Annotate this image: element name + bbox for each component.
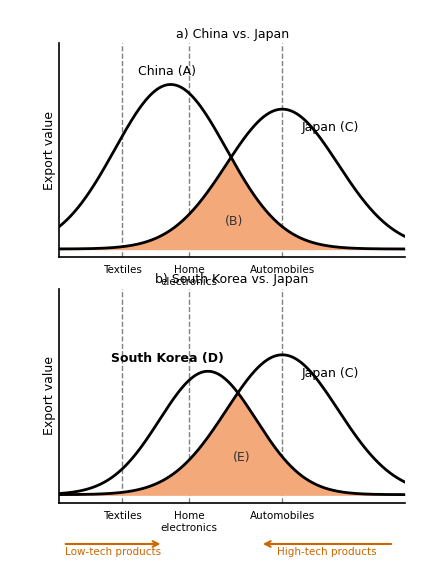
Text: Low-tech products: Low-tech products: [65, 302, 161, 312]
Title: a) China vs. Japan: a) China vs. Japan: [176, 28, 289, 41]
Text: Japan (C): Japan (C): [302, 367, 360, 380]
Text: Low-tech products: Low-tech products: [65, 547, 161, 557]
Text: Automobiles: Automobiles: [250, 265, 315, 276]
Title: b) South Korea vs. Japan: b) South Korea vs. Japan: [155, 273, 309, 287]
Y-axis label: Export value: Export value: [43, 111, 56, 190]
Y-axis label: Export value: Export value: [43, 357, 56, 435]
Text: Home
electronics: Home electronics: [161, 511, 218, 533]
Text: High-tech products: High-tech products: [277, 547, 377, 557]
Text: South Korea (D): South Korea (D): [111, 351, 223, 365]
Text: Japan (C): Japan (C): [302, 121, 360, 134]
Text: Automobiles: Automobiles: [250, 511, 315, 521]
Text: Home
electronics: Home electronics: [161, 265, 218, 287]
Text: China (A): China (A): [138, 65, 196, 78]
Text: Textiles: Textiles: [103, 511, 142, 521]
Text: (B): (B): [225, 215, 243, 228]
Text: Textiles: Textiles: [103, 265, 142, 276]
Text: High-tech products: High-tech products: [277, 302, 377, 312]
Text: (E): (E): [233, 451, 250, 464]
